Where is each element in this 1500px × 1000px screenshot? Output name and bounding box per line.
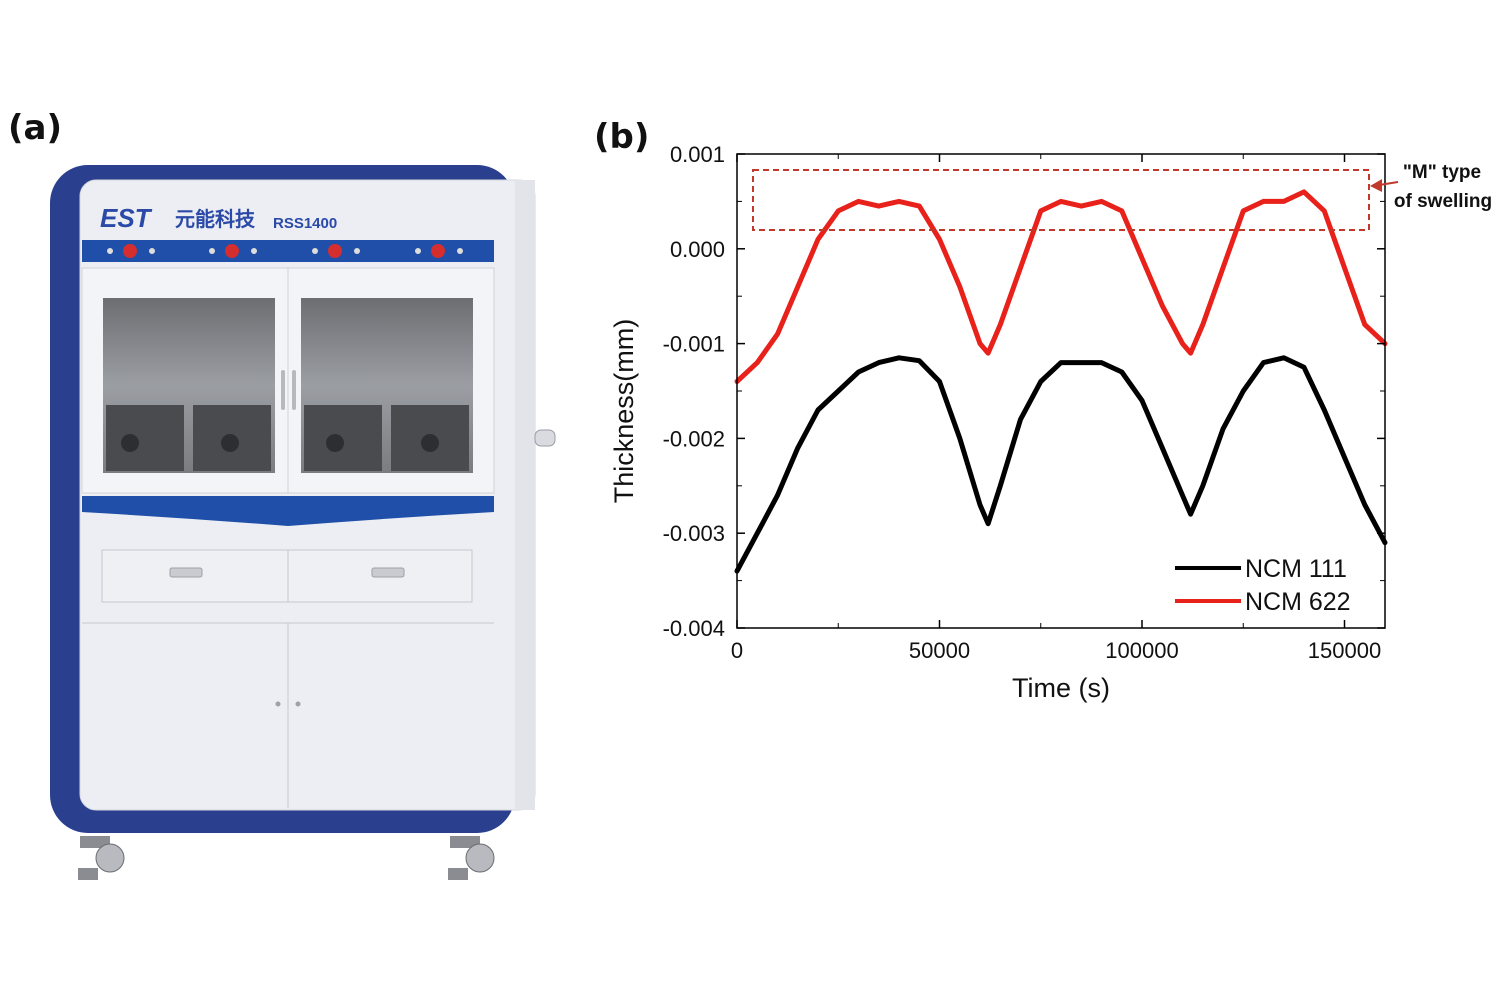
series-line-ncm-622 xyxy=(734,189,1388,384)
caster-wheels xyxy=(78,836,495,880)
annotation-line-1: "M" type xyxy=(1403,162,1481,183)
brand-chinese-name: 元能科技 xyxy=(175,207,256,231)
y-tick-label: -0.004 xyxy=(663,616,725,641)
annotation-arrowhead xyxy=(1370,179,1382,192)
control-knobs xyxy=(107,244,463,258)
brand-logo-text: EST xyxy=(100,203,153,233)
y-tick-label: -0.003 xyxy=(663,521,725,546)
legend-label: NCM 111 xyxy=(1245,555,1347,583)
x-axis-label: Time (s) xyxy=(1012,673,1110,703)
x-tick-label: 0 xyxy=(731,638,743,663)
x-tick-label: 100000 xyxy=(1105,638,1178,663)
x-tick-label: 50000 xyxy=(909,638,970,663)
test-fixtures xyxy=(106,405,469,471)
panel-b-label: (b) xyxy=(594,117,650,157)
panel-a-label: (a) xyxy=(8,108,63,148)
x-tick-label: 150000 xyxy=(1308,638,1381,663)
m-type-swelling-highlight-box xyxy=(752,169,1370,231)
y-tick-label: 0.001 xyxy=(670,142,725,167)
y-axis-label: Thickness(mm) xyxy=(609,319,639,504)
y-tick-label: -0.001 xyxy=(663,332,725,357)
series-line-ncm-111 xyxy=(734,355,1388,574)
legend-label: NCM 622 xyxy=(1245,588,1351,616)
y-tick-label: -0.002 xyxy=(663,426,725,451)
annotation-line-2: of swelling xyxy=(1394,191,1492,212)
model-number: RSS1400 xyxy=(273,215,337,232)
y-tick-label: 0.000 xyxy=(670,237,725,262)
swelling-analyzer-machine-illustration: EST 元能科技 RSS1400 xyxy=(50,165,556,880)
